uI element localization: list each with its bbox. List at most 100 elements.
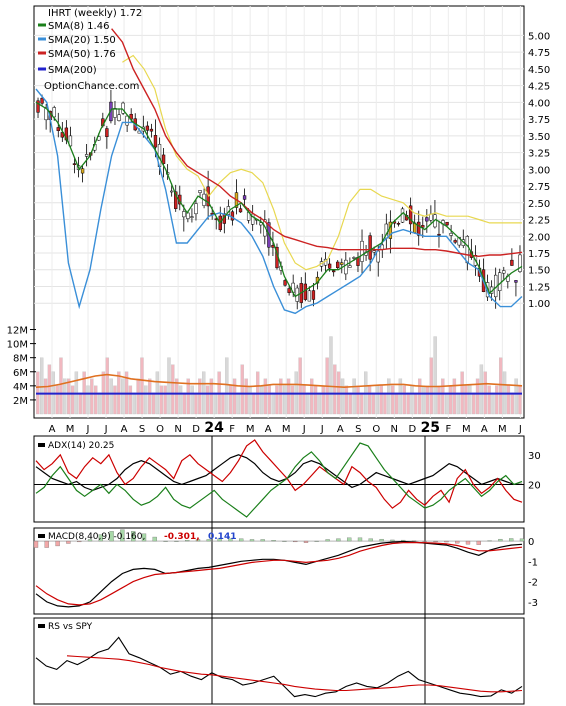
macd-histogram-bar — [33, 540, 39, 548]
macd-histogram-bar — [87, 539, 93, 542]
volume-tick-label: 8M — [13, 354, 28, 365]
rs-panel — [33, 617, 525, 705]
macd-histogram-bar — [120, 529, 125, 542]
volume-bar — [132, 392, 136, 415]
month-tick-label: J — [320, 424, 324, 435]
macd-histogram-bar — [206, 539, 211, 542]
volume-bar — [317, 392, 322, 415]
macd-histogram-bar — [66, 540, 71, 544]
macd-histogram-bar — [487, 540, 492, 542]
candle-body — [242, 195, 247, 200]
month-tick-label: M — [282, 424, 291, 435]
volume-bar — [213, 392, 217, 415]
volume-bar — [121, 378, 125, 415]
macd-histogram-bar — [465, 540, 471, 545]
price-tick-label: 4.00 — [528, 98, 550, 109]
volume-bar — [495, 385, 499, 415]
volume-bar — [298, 357, 302, 415]
candle-body — [36, 100, 40, 113]
legend-sma8: SMA(8) 1.46 — [48, 21, 109, 32]
macd-histogram-bar — [498, 538, 503, 542]
rs-label: RS vs SPY — [48, 622, 93, 632]
candle-body — [396, 223, 401, 225]
volume-bar — [194, 392, 198, 415]
candle-body — [182, 211, 186, 218]
macd-histogram-bar — [98, 534, 103, 542]
macd-hist-label: 0.141 — [208, 532, 236, 542]
month-tick-label: J — [86, 424, 90, 435]
candle-body — [283, 280, 287, 286]
macd-histogram-bar — [109, 531, 114, 542]
volume-bar — [468, 385, 472, 415]
volume-bar — [348, 392, 352, 415]
macd-histogram-bar — [217, 538, 222, 542]
volume-bar — [136, 378, 140, 415]
volume-bar — [421, 385, 426, 415]
adx-series-di — [35, 439, 523, 509]
volume-bar — [229, 385, 233, 415]
candle-body — [311, 290, 316, 300]
month-tick-label: N — [174, 424, 181, 435]
volume-bar — [271, 392, 275, 415]
candle-body — [445, 221, 449, 226]
sma50-line — [111, 28, 523, 258]
month-tick-label: S — [139, 424, 145, 435]
volume-bar — [491, 392, 495, 415]
volume-bar — [448, 385, 453, 415]
volume-bar — [499, 357, 503, 415]
macd-swatch — [38, 534, 45, 538]
volume-bar — [506, 385, 511, 415]
volume-bar — [472, 392, 476, 415]
volume-bar — [43, 378, 48, 415]
volume-bar — [198, 378, 202, 415]
volume-tick-label: 12M — [7, 326, 28, 337]
candle-body — [518, 254, 522, 272]
candle-body — [332, 270, 336, 273]
volume-bar — [387, 378, 391, 415]
macd-histogram-bar — [455, 540, 460, 544]
candle-body — [56, 127, 60, 131]
macd-histogram-bar — [131, 531, 136, 542]
axes: 1.00 1.25 1.50 1.75 2.00 2.25 2.50 2.75 3.00 3.25… — [7, 31, 551, 608]
month-tick-label: J — [104, 424, 108, 435]
month-tick-label: 25 — [421, 420, 440, 436]
volume-bar — [163, 385, 167, 415]
macd-histogram-bar — [368, 538, 373, 542]
macd-histogram-bar — [444, 540, 449, 543]
macd-histogram-bar — [174, 540, 179, 542]
macd-histogram-bar — [260, 539, 265, 542]
price-tick-label: 2.50 — [528, 199, 550, 210]
volume-bar — [113, 385, 117, 415]
candle-body — [380, 244, 384, 250]
price-tick-label: 3.00 — [528, 165, 550, 176]
volume-bar — [279, 378, 283, 415]
volume-bar — [375, 385, 379, 415]
candle-body — [425, 217, 429, 222]
candle-body — [453, 240, 457, 243]
macd-histogram-bar — [185, 540, 190, 542]
watermark: OptionChance.com — [44, 81, 139, 92]
macd-tick-label: -3 — [528, 598, 538, 609]
volume-bar — [360, 392, 364, 415]
candle-body — [149, 128, 154, 132]
candle-body — [344, 259, 348, 275]
price-tick-label: 4.50 — [528, 65, 550, 76]
price-tick-label: 1.75 — [528, 249, 550, 260]
macd-histogram-bar — [228, 538, 233, 542]
volume-bar — [310, 378, 314, 415]
volume-bar — [151, 392, 156, 415]
price-tick-label: 3.25 — [528, 149, 550, 160]
rs-series-sma — [66, 655, 523, 693]
volume-bar — [190, 385, 194, 415]
volume-bars — [35, 336, 523, 415]
macd-histogram-bar — [77, 540, 82, 543]
macd-histogram-bar — [325, 539, 330, 542]
volume-bar — [140, 357, 144, 415]
candle-body — [251, 213, 255, 225]
price-tick-label: 4.75 — [528, 48, 550, 59]
candle-body — [303, 283, 307, 300]
candle-body — [80, 168, 85, 174]
volume-bar — [340, 378, 345, 415]
volume-bar — [414, 392, 418, 415]
rs-swatch — [38, 624, 45, 628]
